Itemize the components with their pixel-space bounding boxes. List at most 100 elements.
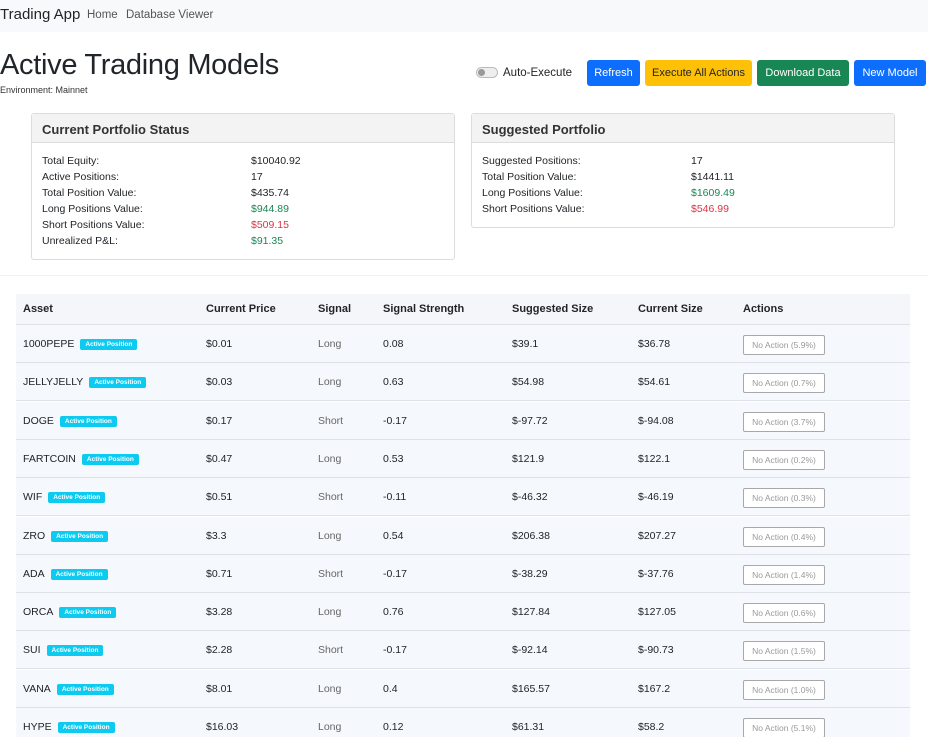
signal-cell: Long [318, 606, 342, 619]
suggested-portfolio-value: 17 [691, 155, 703, 167]
current-portfolio-row: Active Positions: 17 [32, 169, 454, 185]
active-position-badge: Active Position [59, 415, 117, 427]
suggested-portfolio-label: Short Positions Value: [482, 203, 585, 215]
current-size-cell: $127.05 [638, 606, 676, 619]
column-header-current-price[interactable]: Current Price [206, 303, 276, 315]
current-portfolio-row: Long Positions Value: $944.89 [32, 201, 454, 217]
current-price-cell: $3.28 [206, 606, 233, 619]
suggested-portfolio-title: Suggested Portfolio [472, 114, 894, 143]
navbar-brand[interactable]: Trading App [0, 6, 81, 23]
current-size-cell: $-46.19 [638, 491, 674, 504]
suggested-size-cell: $-97.72 [512, 414, 548, 427]
current-portfolio-value: $944.89 [251, 203, 289, 215]
signal-strength-cell: 0.08 [383, 338, 404, 350]
no-action-button[interactable]: No Action (0.4%) [743, 526, 825, 547]
current-price-cell: $2.28 [206, 644, 233, 657]
suggested-portfolio-row: Total Position Value: $1441.11 [472, 169, 894, 185]
signal-cell: Long [318, 529, 342, 542]
current-portfolio-title: Current Portfolio Status [32, 114, 454, 143]
column-header-asset[interactable]: Asset [23, 303, 53, 315]
current-portfolio-value: $509.15 [251, 219, 289, 231]
environment-label: Environment: Mainnet [0, 85, 88, 95]
toggle-knob [478, 69, 485, 76]
suggested-portfolio-label: Suggested Positions: [482, 155, 581, 167]
column-header-actions[interactable]: Actions [743, 303, 784, 315]
asset-name: WIF [23, 491, 43, 504]
current-price-cell: $0.17 [206, 414, 233, 427]
suggested-size-cell: $-46.32 [512, 491, 548, 504]
signal-cell: Long [318, 376, 342, 389]
positions-table: Asset Current Price Signal Signal Strength S… [0, 275, 928, 737]
current-portfolio-row: Total Equity: $10040.92 [32, 153, 454, 169]
current-price-cell: $16.03 [206, 721, 239, 733]
current-size-cell: $58.2 [638, 721, 665, 733]
current-size-cell: $-94.08 [638, 414, 674, 427]
nav-link-home[interactable]: Home [87, 9, 118, 21]
new-model-button[interactable]: New Model [854, 60, 926, 86]
signal-strength-cell: -0.17 [383, 644, 407, 657]
table-row: FARTCOIN Active Position $0.47 Long 0.53 $121… [16, 439, 910, 478]
current-portfolio-row: Short Positions Value: $509.15 [32, 217, 454, 233]
current-portfolio-card: Current Portfolio Status Total Equity: $1… [31, 113, 455, 260]
asset-name: FARTCOIN [23, 452, 76, 465]
signal-strength-cell: -0.17 [383, 567, 407, 580]
asset-cell: ADA Active Position [23, 568, 108, 580]
suggested-portfolio-row: Short Positions Value: $546.99 [472, 201, 894, 217]
no-action-button[interactable]: No Action (0.3%) [743, 488, 825, 509]
download-data-button[interactable]: Download Data [757, 60, 849, 86]
active-position-badge: Active Position [81, 453, 139, 465]
suggested-size-cell: $206.38 [512, 529, 550, 542]
no-action-button[interactable]: No Action (0.7%) [743, 373, 825, 394]
no-action-button[interactable]: No Action (5.9%) [743, 335, 825, 355]
table-row: SUI Active Position $2.28 Short -0.17 $-92.14… [16, 631, 910, 670]
current-price-cell: $0.01 [206, 338, 233, 350]
current-portfolio-value: $10040.92 [251, 155, 301, 167]
active-position-badge: Active Position [59, 607, 117, 619]
asset-name: HYPE [23, 721, 52, 733]
signal-strength-cell: 0.4 [383, 682, 398, 695]
suggested-size-cell: $39.1 [512, 338, 539, 350]
current-portfolio-label: Active Positions: [42, 171, 120, 183]
suggested-portfolio-rows: Suggested Positions: 17 Total Position Val… [472, 143, 894, 217]
column-header-signal[interactable]: Signal [318, 303, 352, 315]
no-action-button[interactable]: No Action (1.5%) [743, 641, 825, 662]
current-size-cell: $167.2 [638, 682, 671, 695]
signal-cell: Short [318, 567, 344, 580]
table-row: VANA Active Position $8.01 Long 0.4 $165.57 $1… [16, 669, 910, 708]
execute-all-actions-button[interactable]: Execute All Actions [645, 60, 752, 86]
column-header-suggested-size[interactable]: Suggested Size [512, 303, 594, 315]
table-row: ADA Active Position $0.71 Short -0.17 $-38.29… [16, 554, 910, 593]
auto-execute-label: Auto-Execute [503, 67, 573, 79]
no-action-button[interactable]: No Action (5.1%) [743, 718, 825, 737]
no-action-button[interactable]: No Action (1.0%) [743, 679, 825, 700]
signal-strength-cell: 0.53 [383, 452, 404, 465]
column-header-signal-strength[interactable]: Signal Strength [383, 303, 465, 315]
current-portfolio-label: Unrealized P&L: [42, 235, 118, 247]
active-position-badge: Active Position [89, 377, 147, 389]
current-portfolio-value: $91.35 [251, 235, 284, 247]
suggested-size-cell: $-38.29 [512, 567, 548, 580]
asset-name: ZRO [23, 529, 46, 542]
asset-cell: FARTCOIN Active Position [23, 453, 139, 465]
refresh-button[interactable]: Refresh [587, 60, 640, 86]
asset-cell: JELLYJELLY Active Position [23, 376, 147, 389]
active-position-badge: Active Position [46, 645, 104, 657]
current-price-cell: $8.01 [206, 682, 233, 695]
asset-cell: SUI Active Position [23, 644, 104, 657]
asset-cell: 1000PEPE Active Position [23, 338, 138, 350]
no-action-button[interactable]: No Action (1.4%) [743, 564, 825, 585]
no-action-button[interactable]: No Action (0.2%) [743, 449, 825, 470]
auto-execute-toggle[interactable] [476, 67, 498, 78]
suggested-portfolio-row: Suggested Positions: 17 [472, 153, 894, 169]
suggested-portfolio-card: Suggested Portfolio Suggested Positions:… [471, 113, 895, 228]
active-position-badge: Active Position [57, 722, 115, 733]
column-header-current-size[interactable]: Current Size [638, 303, 703, 315]
no-action-button[interactable]: No Action (0.6%) [743, 603, 825, 624]
signal-cell: Short [318, 491, 344, 504]
current-portfolio-label: Short Positions Value: [42, 219, 145, 231]
nav-link-database-viewer[interactable]: Database Viewer [126, 9, 214, 21]
current-portfolio-row: Unrealized P&L: $91.35 [32, 233, 454, 249]
no-action-button[interactable]: No Action (3.7%) [743, 411, 825, 432]
asset-cell: WIF Active Position [23, 491, 106, 504]
signal-strength-cell: 0.12 [383, 721, 404, 733]
